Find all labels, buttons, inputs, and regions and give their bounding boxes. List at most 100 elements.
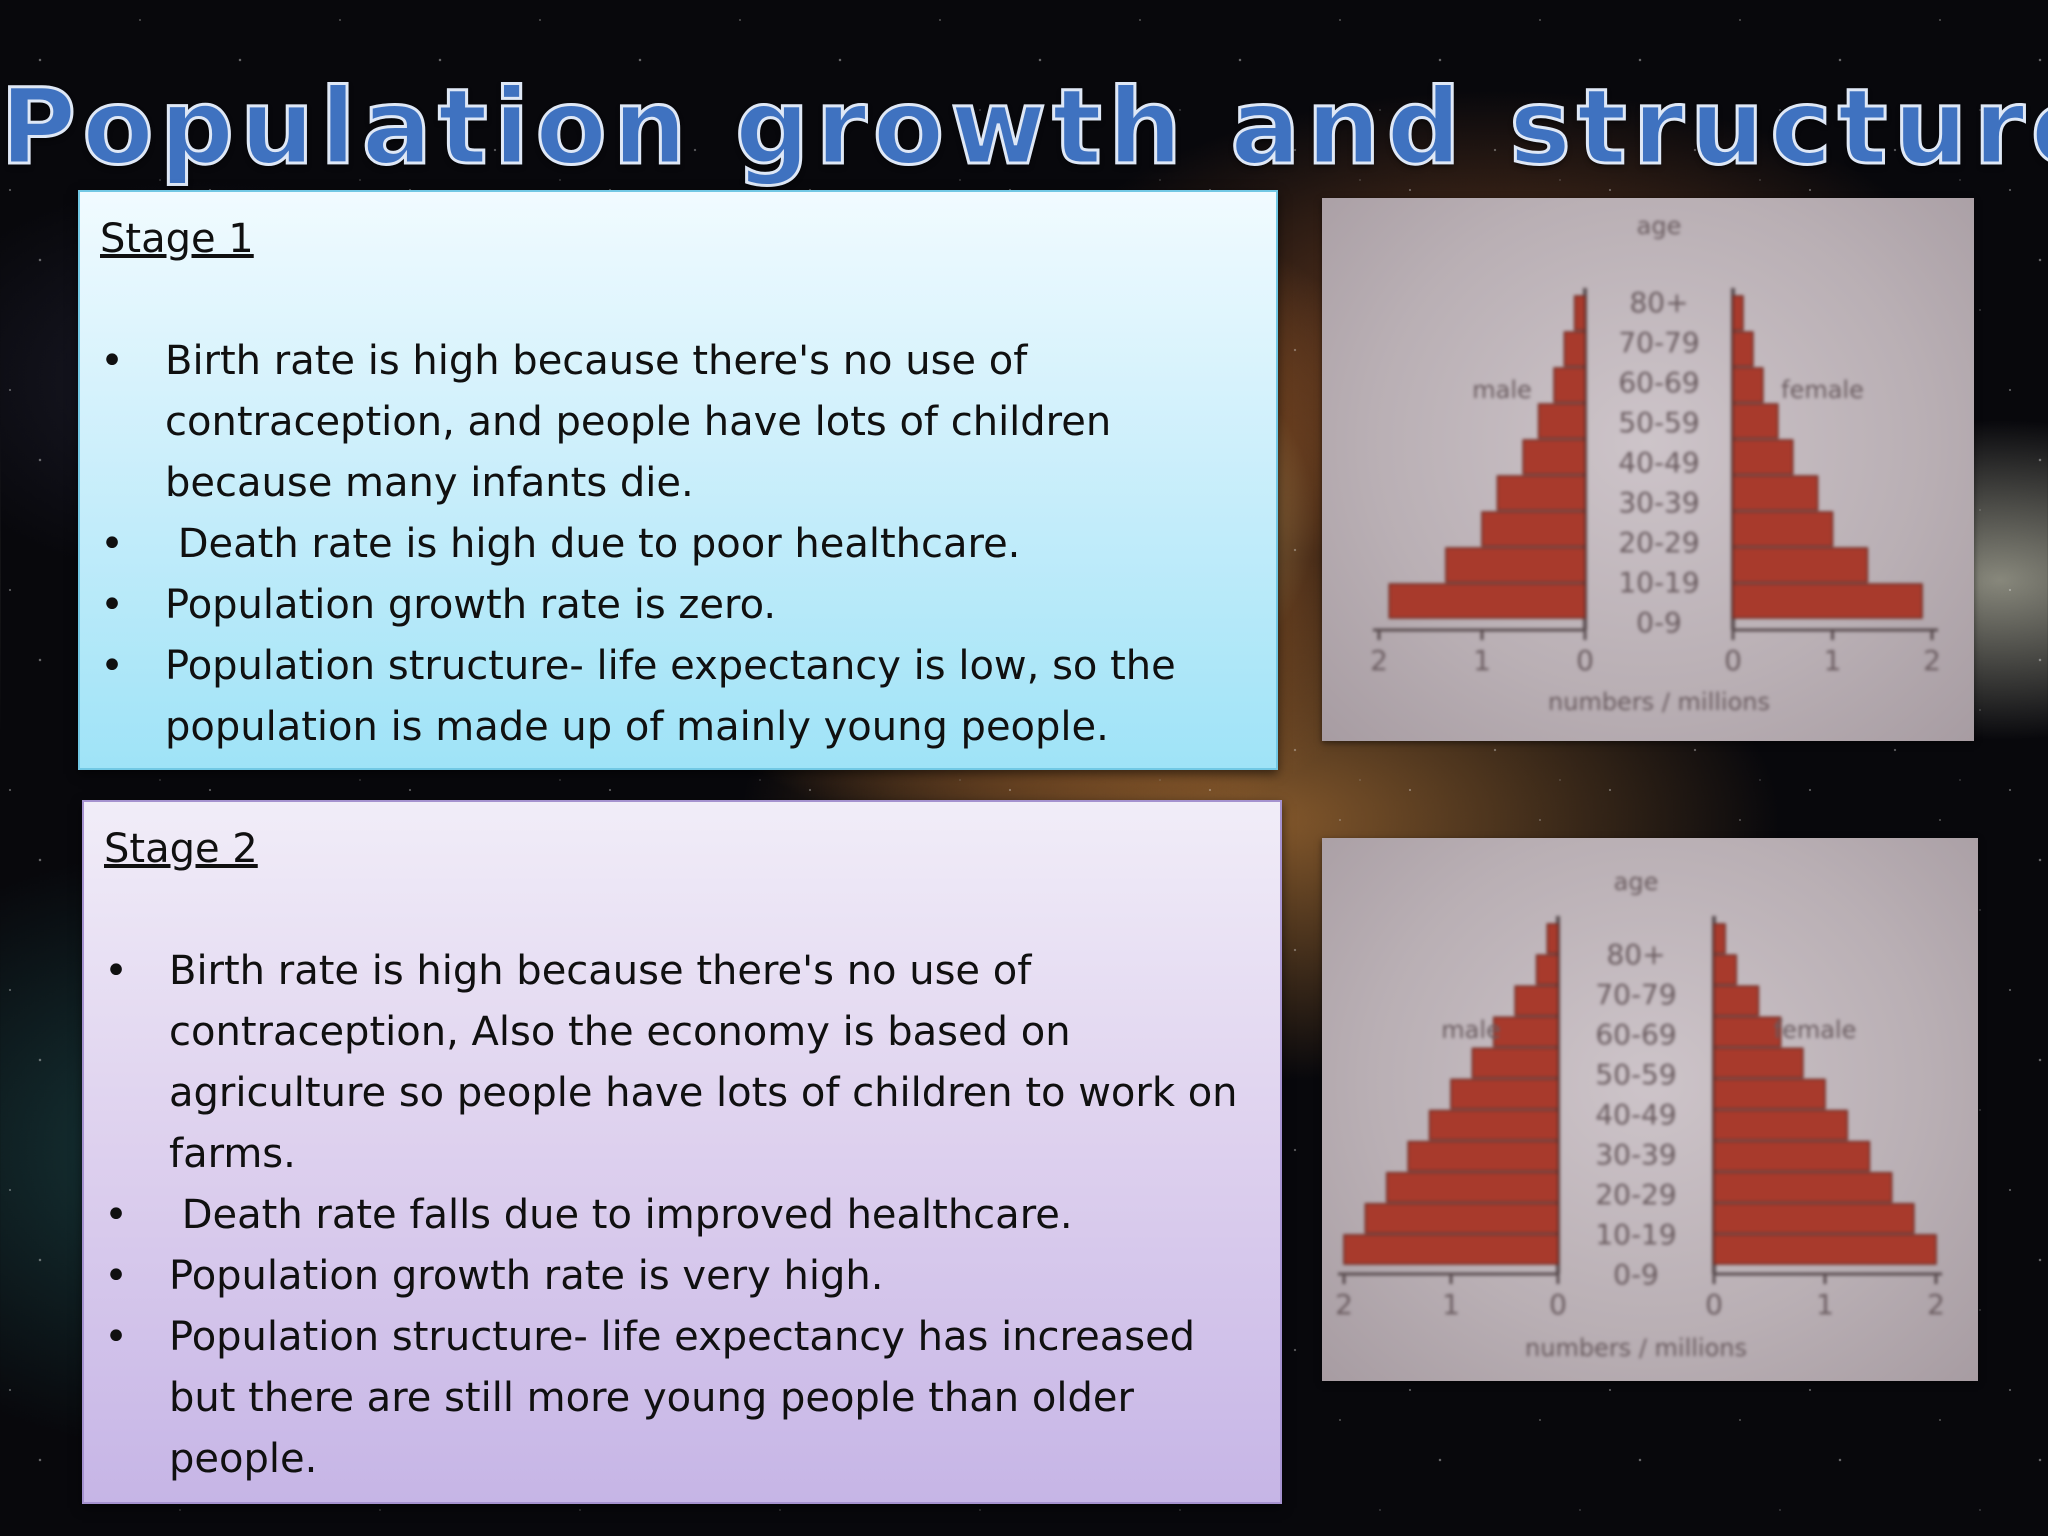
page-title: Population growth and structure (0, 65, 2048, 190)
population-pyramid-chart: 0-9 10-19 20-29 30-39 40-49 50-59 60-69 70-79 80… (1335, 868, 1945, 1362)
bullet-icon: • (104, 1253, 128, 1299)
age-group-label: 50-59 (1618, 406, 1699, 439)
male-bar (1386, 1171, 1559, 1203)
age-group-label: 0-9 (1636, 606, 1682, 639)
age-group-label: 10-19 (1618, 566, 1699, 599)
female-bar (1732, 547, 1869, 583)
male-bar (1493, 1016, 1559, 1048)
stage-2-bullet: • Birth rate is high because there's no u… (104, 941, 1250, 1185)
female-bar (1713, 1047, 1804, 1079)
female-bar (1732, 475, 1819, 511)
female-bar (1732, 367, 1764, 403)
stage-1-bullet-list: • Birth rate is high because there's no u… (100, 331, 1246, 758)
male-bar (1573, 295, 1586, 331)
stage-2-bullet: • Population growth rate is very high. (104, 1246, 1250, 1307)
female-bar (1732, 331, 1754, 367)
age-group-label: 40-49 (1595, 1098, 1676, 1131)
bullet-text: Population growth rate is zero. (165, 582, 777, 628)
age-axis-title: age (1637, 212, 1682, 240)
female-bar (1713, 1171, 1893, 1203)
age-group-label: 30-39 (1618, 486, 1699, 519)
age-group-label: 60-69 (1618, 366, 1699, 399)
x-tick-label: 2 (1335, 1288, 1353, 1321)
female-bar (1732, 403, 1779, 439)
male-bar (1553, 367, 1586, 403)
age-group-label: 10-19 (1595, 1218, 1676, 1251)
bullet-text: Population growth rate is very high. (169, 1253, 884, 1299)
female-bar (1713, 1109, 1848, 1141)
male-bar (1450, 1078, 1559, 1110)
female-label: female (1781, 376, 1864, 404)
x-tick-label: 0 (1724, 644, 1742, 677)
age-group-label: 80+ (1629, 286, 1688, 319)
stage-2-population-pyramid: 0-9 10-19 20-29 30-39 40-49 50-59 60-69 70-79 80… (1322, 838, 1978, 1381)
bullet-text: Death rate is high due to poor healthcar… (165, 521, 1021, 567)
stage-1-panel: Stage 1 • Birth rate is high because ther… (78, 190, 1278, 770)
bullet-icon: • (104, 1314, 128, 1360)
age-group-label: 70-79 (1618, 326, 1699, 359)
age-group-label: 20-29 (1595, 1178, 1676, 1211)
female-bar (1732, 295, 1744, 331)
bullet-icon: • (100, 521, 124, 567)
x-tick-label: 1 (1442, 1288, 1460, 1321)
x-tick-label: 2 (1370, 644, 1388, 677)
x-tick-label: 1 (1824, 644, 1842, 677)
age-group-label: 80+ (1606, 938, 1665, 971)
x-tick-label: 0 (1705, 1288, 1723, 1321)
age-group-label: 70-79 (1595, 978, 1676, 1011)
bullet-text: Death rate falls due to improved healthc… (169, 1192, 1073, 1238)
stage-2-heading: Stage 2 (104, 826, 258, 872)
x-tick-label: 0 (1549, 1288, 1567, 1321)
male-label: male (1441, 1016, 1501, 1044)
female-label: female (1774, 1016, 1857, 1044)
stage-2-bullet: • Death rate falls due to improved healt… (104, 1185, 1250, 1246)
female-bar (1713, 1016, 1782, 1048)
male-bar (1535, 954, 1559, 985)
age-group-label: 20-29 (1618, 526, 1699, 559)
female-bar (1713, 1140, 1871, 1172)
age-group-label: 30-39 (1595, 1138, 1676, 1171)
stage-1-population-pyramid: 0-9 10-19 20-29 30-39 40-49 50-59 60-69 70-79 80… (1322, 198, 1974, 741)
male-bar (1388, 583, 1586, 619)
x-tick-label: 1 (1816, 1288, 1834, 1321)
female-bar (1732, 511, 1834, 547)
bullet-text: Population structure- life expectancy ha… (169, 1314, 1196, 1482)
stage-1-heading: Stage 1 (100, 216, 254, 262)
x-axis-title: numbers / millions (1548, 688, 1770, 716)
male-bar (1445, 547, 1586, 583)
male-bar (1522, 439, 1586, 475)
stage-1-bullet: • Population growth rate is zero. (100, 575, 1246, 636)
stage-2-bullet: • Population structure- life expectancy h… (104, 1307, 1250, 1490)
bullet-icon: • (104, 1192, 128, 1238)
bullet-text: Population structure- life expectancy is… (165, 643, 1176, 750)
male-bar (1481, 511, 1586, 547)
male-bar (1428, 1109, 1559, 1141)
male-bar (1496, 475, 1586, 511)
female-bar (1732, 583, 1923, 619)
female-bar (1713, 1078, 1826, 1110)
stage-1-bullet: • Birth rate is high because there's no u… (100, 331, 1246, 514)
x-tick-label: 1 (1473, 644, 1491, 677)
female-bar (1713, 954, 1737, 985)
bullet-icon: • (100, 582, 124, 628)
female-bar (1732, 439, 1794, 475)
age-group-label: 40-49 (1618, 446, 1699, 479)
female-bar (1713, 923, 1726, 954)
age-group-label: 60-69 (1595, 1018, 1676, 1051)
x-tick-label: 0 (1576, 644, 1594, 677)
x-axis-title: numbers / millions (1525, 1334, 1747, 1362)
age-axis-title: age (1614, 868, 1659, 896)
stage-1-bullet: • Population structure- life expectancy i… (100, 636, 1246, 758)
male-bar (1343, 1234, 1559, 1265)
stage-2-bullet-list: • Birth rate is high because there's no u… (104, 941, 1250, 1490)
male-bar (1546, 923, 1559, 954)
x-tick-label: 2 (1927, 1288, 1945, 1321)
male-bar (1364, 1203, 1559, 1234)
male-bar (1407, 1140, 1559, 1172)
female-bar (1713, 985, 1760, 1017)
age-group-label: 50-59 (1595, 1058, 1676, 1091)
population-pyramid-chart: 0-9 10-19 20-29 30-39 40-49 50-59 60-69 70-79 80… (1370, 212, 1941, 716)
male-bar (1563, 331, 1586, 367)
male-bar (1514, 985, 1559, 1017)
female-bar (1713, 1203, 1915, 1234)
